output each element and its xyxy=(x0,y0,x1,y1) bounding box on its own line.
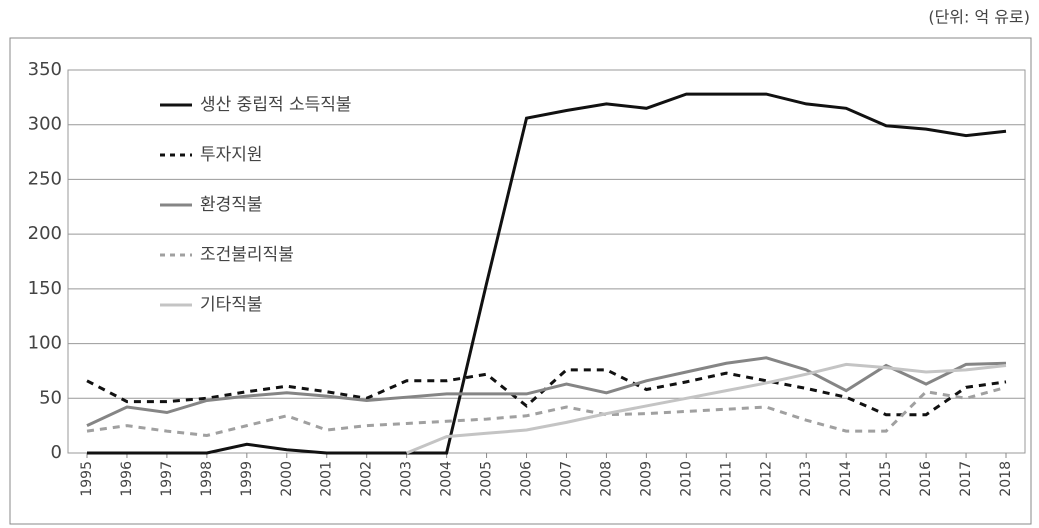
x-tick-label: 2002 xyxy=(359,461,375,497)
legend-label: 투자지원 xyxy=(200,145,263,165)
x-tick-label: 2005 xyxy=(479,461,495,497)
frame xyxy=(9,37,1032,525)
x-tick-label: 2011 xyxy=(718,461,734,497)
x-tick-label: 2010 xyxy=(678,461,694,497)
x-tick-label: 2013 xyxy=(798,461,814,497)
unit-label: (단위: 억 유로) xyxy=(928,8,1030,27)
y-tick-label: 150 xyxy=(28,278,62,299)
series-line xyxy=(87,92,1007,455)
y-tick-label: 200 xyxy=(28,223,62,244)
y-tick-label: 0 xyxy=(51,442,62,463)
series-line xyxy=(86,368,1007,417)
x-tick-label: 2012 xyxy=(758,461,774,497)
x-tick-label: 2014 xyxy=(838,461,854,497)
y-tick-label: 50 xyxy=(39,387,62,408)
x-tick-label: 2015 xyxy=(878,461,894,497)
x-tick-label: 2009 xyxy=(638,461,654,497)
x-tick-label: 2006 xyxy=(519,461,535,497)
x-tick-label: 2007 xyxy=(558,461,574,497)
x-tick-label: 2003 xyxy=(399,461,415,497)
x-tick-label: 2004 xyxy=(439,461,455,497)
x-tick-label: 2017 xyxy=(958,461,974,497)
y-tick-label: 300 xyxy=(28,114,62,135)
x-tick-label: 1995 xyxy=(79,461,95,497)
y-tick-label: 350 xyxy=(28,59,62,80)
series-line xyxy=(406,362,1007,455)
x-tick-label: 2018 xyxy=(998,461,1014,497)
y-tick-label: 100 xyxy=(28,333,62,354)
series-line xyxy=(86,356,1007,428)
y-tick-label: 250 xyxy=(28,168,62,189)
x-tick-label: 1997 xyxy=(159,461,175,497)
legend-label: 생산 중립적 소득직불 xyxy=(200,95,352,115)
x-tick-label: 2016 xyxy=(918,461,934,497)
x-tick-label: 2000 xyxy=(279,461,295,497)
x-tick-label: 2001 xyxy=(319,461,335,497)
x-tick-label: 1996 xyxy=(119,461,135,497)
x-tick-label: 1998 xyxy=(199,461,215,497)
legend-label: 기타직불 xyxy=(200,295,263,315)
legend-label: 조건불리직불 xyxy=(200,245,294,265)
x-tick-label: 2008 xyxy=(598,461,614,497)
legend-label: 환경직불 xyxy=(200,195,263,215)
x-tick-label: 1999 xyxy=(239,461,255,497)
